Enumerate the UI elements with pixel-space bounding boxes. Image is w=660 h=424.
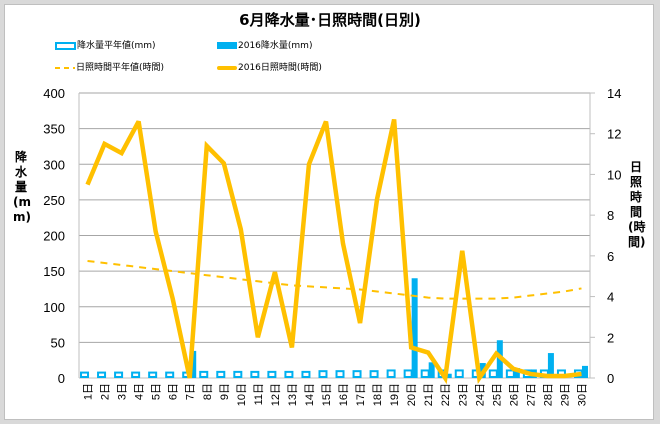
x-tick-label: 25日 <box>491 383 503 406</box>
chart-frame <box>4 4 654 420</box>
x-tick-label: 9日 <box>219 383 231 400</box>
y2-axis-title-text: 日照時間(時間) <box>628 160 646 249</box>
legend-normal-precip: 降水量平年値(mm) <box>55 38 156 51</box>
y-tick-label: 150 <box>43 264 65 279</box>
bar-normal-precip <box>114 371 124 378</box>
y-tick-label: 100 <box>43 300 65 315</box>
bar-normal-precip <box>284 370 294 378</box>
bar-normal-precip <box>505 369 515 379</box>
y-tick-label: 50 <box>51 335 65 350</box>
bar-2016-precip <box>547 353 554 378</box>
y2-tick-label: 6 <box>607 249 614 264</box>
y-tick-label: 0 <box>58 371 65 386</box>
bar-2016-precip <box>428 362 435 378</box>
x-tick-label: 6日 <box>168 383 180 400</box>
x-tick-label: 28日 <box>542 383 554 406</box>
legend-marker-dashed-line <box>55 66 75 69</box>
x-tick-label: 26日 <box>508 383 520 406</box>
x-tick-label: 19日 <box>389 383 401 406</box>
legend-label: 降水量平年値(mm) <box>77 41 156 51</box>
bar-normal-precip <box>369 370 379 379</box>
x-tick-label: 23日 <box>457 383 469 406</box>
bar-normal-precip <box>80 371 90 378</box>
legend-marker-bar <box>217 42 237 49</box>
y2-tick-label: 10 <box>607 167 621 182</box>
y2-tick-label: 4 <box>607 290 614 305</box>
y2-axis-title: 日照時間(時間) <box>628 160 646 250</box>
y-axis-title: 降水量(mm) <box>13 150 31 225</box>
bar-2016-precip <box>411 278 418 378</box>
bar-normal-precip <box>199 370 209 378</box>
bar-normal-precip <box>97 371 107 378</box>
line-normal-sunshine <box>87 259 582 300</box>
y2-tick-label: 0 <box>607 371 614 386</box>
x-tick-label: 17日 <box>355 383 367 406</box>
legend-marker-line <box>217 65 237 70</box>
legend-label: 2016降水量(mm) <box>238 41 313 51</box>
x-tick-label: 24日 <box>474 383 486 406</box>
x-tick-label: 22日 <box>440 383 452 406</box>
bar-normal-precip <box>131 371 141 378</box>
x-tick-label: 14日 <box>304 383 316 406</box>
legend-marker-outline-bar <box>55 41 76 50</box>
x-tick-label: 30日 <box>576 383 588 406</box>
bar-2016-precip <box>581 365 588 378</box>
y-tick-label: 350 <box>43 122 65 137</box>
x-tick-label: 11日 <box>253 383 265 405</box>
legend-2016-sunshine: 2016日照時間(時間) <box>217 60 322 73</box>
bar-normal-precip <box>454 369 464 379</box>
y2-tick-label: 14 <box>607 86 621 101</box>
x-tick-label: 16日 <box>338 383 350 406</box>
x-tick-label: 27日 <box>525 383 537 406</box>
bar-2016-precip <box>513 368 520 378</box>
chart-title: 6月降水量･日照時間(日別) <box>239 11 421 29</box>
legend-2016-precip: 2016降水量(mm) <box>217 38 312 51</box>
bar-normal-precip <box>267 370 277 378</box>
bar-2016-precip <box>445 373 452 378</box>
y-tick-label: 200 <box>43 229 65 244</box>
bar-normal-precip <box>420 369 430 379</box>
bar-normal-precip <box>165 371 175 378</box>
legend-label: 日照時間平年値(時間) <box>76 63 165 73</box>
bar-normal-precip <box>148 371 158 378</box>
bar-normal-precip <box>216 370 226 378</box>
legend-label: 2016日照時間(時間) <box>238 63 322 73</box>
bar-normal-precip <box>488 369 498 379</box>
bar-normal-precip <box>233 370 243 378</box>
bar-normal-precip <box>318 370 328 379</box>
y-tick-label: 400 <box>43 86 65 101</box>
bar-normal-precip <box>250 370 260 378</box>
bar-normal-precip <box>403 369 413 379</box>
x-tick-label: 2日 <box>100 383 112 400</box>
x-tick-label: 29日 <box>559 383 571 406</box>
bar-normal-precip <box>386 369 396 379</box>
x-tick-label: 13日 <box>287 383 299 406</box>
x-tick-label: 10日 <box>236 383 248 406</box>
x-tick-label: 15日 <box>321 383 333 406</box>
bar-normal-precip <box>335 370 345 379</box>
y2-tick-label: 12 <box>607 127 621 142</box>
x-tick-label: 12日 <box>270 383 282 406</box>
x-tick-label: 20日 <box>406 383 418 406</box>
line-2016-sunshine <box>85 118 582 385</box>
y2-tick-label: 8 <box>607 208 614 223</box>
y2-tick-label: 2 <box>607 330 614 345</box>
x-tick-label: 3日 <box>117 383 129 400</box>
x-tick-label: 21日 <box>423 383 435 406</box>
y-axis-title-text: 降水量(mm) <box>13 150 31 224</box>
x-tick-label: 5日 <box>151 383 163 400</box>
x-tick-label: 18日 <box>372 383 384 406</box>
x-tick-label: 7日 <box>185 383 197 400</box>
y-tick-label: 300 <box>43 157 65 172</box>
y-tick-label: 250 <box>43 193 65 208</box>
x-tick-label: 1日 <box>83 383 95 400</box>
bar-normal-precip <box>352 370 362 379</box>
legend-normal-sunshine: 日照時間平年値(時間) <box>55 60 164 73</box>
x-tick-label: 4日 <box>134 383 146 400</box>
x-tick-label: 8日 <box>202 383 214 400</box>
bar-2016-precip <box>190 350 197 378</box>
bar-normal-precip <box>301 370 311 378</box>
